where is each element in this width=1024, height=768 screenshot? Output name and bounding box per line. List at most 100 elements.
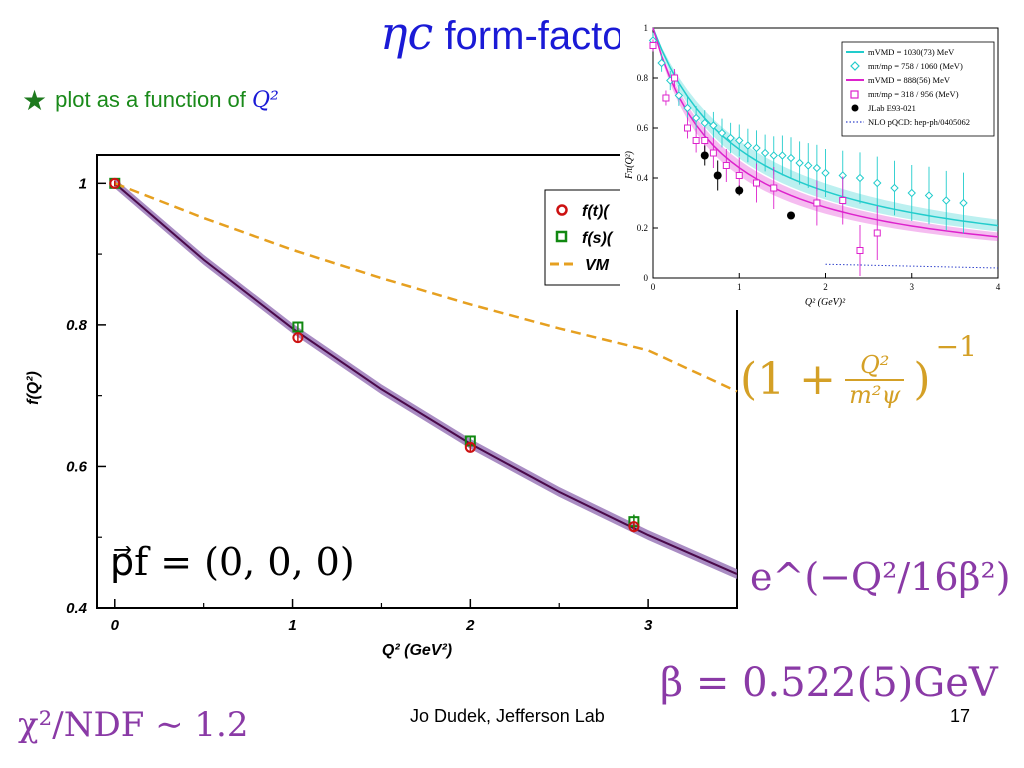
- vmd-denominator: m²ψ: [849, 380, 901, 409]
- star-icon: ★: [22, 85, 48, 116]
- inset-diamond-point: [709, 121, 718, 130]
- vmd-formula: (1 + Q² m²ψ ) −1: [740, 330, 977, 409]
- inset-legend-label-1: mπ/mρ = 758 / 1060 (MeV): [868, 61, 963, 71]
- inset-legend-label-4: JLab E93-021: [868, 103, 916, 113]
- beta-value: β = 0.522(5)GeV: [660, 660, 998, 706]
- inset-square-point: [856, 247, 864, 254]
- inset-diamond-point: [657, 58, 666, 68]
- inset-jlab-point: [735, 186, 744, 195]
- inset-diamond-point: [821, 168, 830, 178]
- inset-x-tick-label: 2: [823, 282, 828, 292]
- inset-diamond-point: [890, 183, 899, 193]
- inset-diamond-point: [786, 153, 796, 163]
- inset-legend-label-2: mVMD = 888(56) MeV: [868, 75, 951, 85]
- inset-diamond-point: [778, 151, 787, 160]
- inset-square-point: [662, 94, 670, 102]
- inset-x-tick-label: 4: [996, 282, 1001, 292]
- main-y-tick-label: 0.8: [66, 317, 88, 334]
- inset-diamond-point: [924, 191, 934, 200]
- inset-square-point: [701, 137, 709, 144]
- inset-diamond-point: [683, 103, 692, 113]
- inset-nlo-dotted-line: [825, 263, 999, 269]
- inset-y-tick-label: 0.6: [637, 123, 649, 133]
- inset-y-tick-label: 0.4: [637, 173, 649, 183]
- inset-diamond-point: [795, 158, 804, 168]
- vmd-numerator: Q²: [845, 351, 905, 381]
- inset-legend-marker-4: [851, 104, 859, 112]
- exponential-formula: e^(−Q²/16β²): [750, 555, 1011, 599]
- inset-diamond-point: [735, 136, 744, 145]
- inset-diamond-point: [873, 178, 882, 188]
- main-x-tick-label: 3: [644, 617, 653, 634]
- vmd-formula-lhs: (1 +: [740, 354, 837, 405]
- slide-title: ηc form-facto: [380, 6, 624, 60]
- slide-number: 17: [950, 706, 971, 726]
- inset-diamond-point: [752, 143, 761, 153]
- inset-legend-label-5: NLO pQCD: hep-ph/0405062: [868, 117, 970, 127]
- vmd-formula-rhs: ): [913, 354, 931, 405]
- inset-pion-form-factor-chart: 0 1 2 3 4 0 0.2 0.4 0.6 0.8 1 Q² (GeV)² Fπ(Q²) mVM…: [620, 10, 1010, 310]
- vmd-dashed-line: [114, 182, 738, 393]
- footer-author: Jo Dudek, Jefferson Lab: [410, 706, 605, 726]
- inset-square-point: [770, 184, 778, 192]
- inset-diamond-point: [700, 118, 709, 128]
- inset-y-tick-label: 1: [644, 23, 649, 33]
- bullet-variable: Q²: [252, 88, 279, 113]
- main-y-tick-label: 0.4: [66, 600, 88, 617]
- inset-square-point: [873, 229, 881, 237]
- inset-diamond-point: [855, 173, 865, 183]
- inset-square-point: [684, 124, 691, 132]
- inset-legend-box: [841, 41, 995, 137]
- title-text: form-facto: [433, 14, 625, 58]
- spatial-data-point: [292, 321, 304, 333]
- inset-square-point: [735, 172, 743, 179]
- inset-jlab-point: [787, 211, 795, 220]
- legend-label-vmd: VM: [585, 257, 610, 274]
- inset-x-tick-label: 3: [910, 282, 915, 292]
- vmd-fraction: Q² m²ψ: [845, 351, 905, 409]
- inset-square-point: [649, 42, 657, 49]
- inset-x-tick-label: 1: [737, 282, 742, 292]
- legend-label-temporal: f(t)(: [582, 203, 610, 220]
- inset-diamond-point: [959, 198, 968, 208]
- main-y-tick-label: 0.6: [66, 458, 88, 475]
- legend-marker-spatial: [555, 230, 568, 243]
- inset-legend-marker-3: [850, 90, 859, 99]
- inset-x-axis-label: Q² (GeV)²: [805, 297, 846, 308]
- inset-square-point: [722, 162, 730, 169]
- temporal-data-point: [109, 177, 121, 189]
- inset-x-tick-label: 0: [651, 282, 656, 292]
- inset-y-tick-label: 0.8: [637, 73, 649, 83]
- inset-diamond-point: [942, 196, 951, 205]
- temporal-data-point: [464, 441, 476, 453]
- temporal-data-point: [292, 332, 304, 344]
- inset-legend-marker-1: [850, 61, 860, 71]
- inset-diamond-point: [726, 133, 735, 143]
- inset-legend-label-0: mVMD = 1030(73) MeV: [868, 47, 955, 57]
- inset-jlab-point: [700, 151, 709, 160]
- bullet-item: ★ plot as a function of Q²: [22, 84, 279, 117]
- main-y-axis-label: f(Q²): [25, 371, 42, 405]
- inset-square-point: [671, 74, 679, 82]
- main-x-tick-label: 2: [465, 617, 475, 634]
- inset-legend-label-3: mπ/mρ = 318 / 956 (MeV): [868, 89, 959, 99]
- chi2-value: χ²/NDF ∼ 1.2: [18, 705, 249, 745]
- momentum-formula: p⃗f = (0, 0, 0): [110, 540, 355, 584]
- inset-diamond-point: [717, 128, 727, 138]
- temporal-data-point: [628, 521, 640, 533]
- inset-diamond-point: [907, 188, 916, 198]
- inset-diamond-point: [804, 161, 813, 170]
- inset-y-axis-label: Fπ(Q²): [624, 150, 635, 180]
- inset-y-tick-label: 0: [644, 273, 649, 283]
- inset-magenta-line: [652, 27, 999, 238]
- legend-marker-temporal: [556, 204, 568, 216]
- inset-diamond-point: [812, 163, 822, 173]
- inset-diamond-point: [769, 151, 778, 160]
- inset-y-tick-label: 0.2: [637, 223, 648, 233]
- main-y-tick-label: 1: [79, 175, 87, 192]
- main-x-axis-label: Q² (GeV²): [382, 642, 452, 659]
- main-x-tick-label: 1: [288, 617, 296, 634]
- inset-diamond-point: [674, 91, 684, 100]
- inset-square-point: [753, 179, 760, 187]
- inset-diamond-point: [760, 148, 770, 158]
